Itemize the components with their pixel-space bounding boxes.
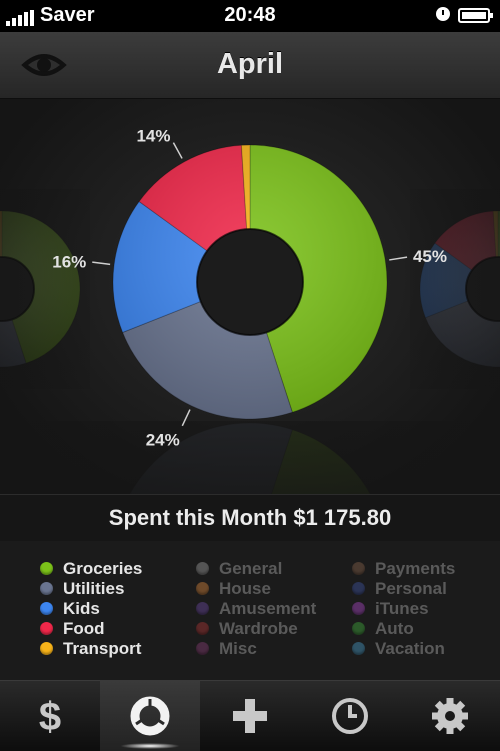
main-donut[interactable] (112, 144, 388, 420)
wardrobe-color-dot (196, 622, 209, 635)
page-title: April (216, 48, 284, 80)
clock-icon (332, 698, 368, 734)
percent-label: 45% (413, 247, 447, 266)
legend-label: Personal (375, 579, 447, 598)
chart-area[interactable]: 45% 24% 16% 14% (0, 99, 500, 494)
kids-color-dot (40, 602, 53, 615)
signal-strength-icon (6, 8, 36, 26)
eye-icon[interactable] (18, 50, 70, 80)
spent-this-month-text: Spent this Month $1 175.80 (108, 505, 392, 530)
legend-label: Transport (63, 639, 142, 658)
battery-icon (458, 8, 493, 23)
legend-label: Food (63, 619, 105, 638)
legend-label: General (219, 559, 283, 578)
tab-add[interactable] (200, 681, 300, 751)
vacation-color-dot (352, 642, 365, 655)
legend-label: Amusement (219, 599, 317, 618)
tab-history[interactable] (300, 681, 400, 751)
label-leader-line (92, 261, 111, 266)
legend-label: Kids (63, 599, 100, 618)
legend-label: Groceries (63, 559, 143, 578)
prev-chart-fade (0, 189, 90, 389)
navigation-bar: April (0, 32, 500, 99)
active-tab-glow (120, 743, 180, 749)
main-hole (196, 228, 304, 336)
utilities-color-dot (40, 582, 53, 595)
legend-label: iTunes (375, 599, 429, 618)
percent-label: 16% (52, 252, 86, 271)
chart-reflection (0, 421, 500, 494)
itunes-color-dot (352, 602, 365, 615)
svg-text:$: $ (39, 695, 61, 737)
tab-settings[interactable] (400, 681, 500, 751)
previous-month-chart[interactable] (0, 189, 90, 389)
auto-color-dot (352, 622, 365, 635)
label-leader-line (172, 142, 183, 159)
percent-label: 14% (136, 126, 170, 145)
groceries-color-dot (40, 562, 53, 575)
label-leader-line (181, 409, 191, 427)
legend-label: House (219, 579, 271, 598)
next-chart-fade (410, 189, 500, 389)
donut-chart-icon (130, 696, 170, 736)
reflection-fade (0, 421, 500, 494)
legend-label: Vacation (375, 639, 445, 658)
alarm-clock-icon (436, 7, 450, 21)
tab-expenses[interactable]: $ (0, 681, 100, 751)
spent-summary: Spent this Month $1 175.80 (0, 494, 500, 542)
carrier-name: Saver (40, 4, 95, 26)
donut-chart[interactable]: 45% 24% 16% 14% (0, 99, 500, 494)
plus-icon (233, 699, 267, 733)
house-color-dot (196, 582, 209, 595)
legend-label: Payments (375, 559, 456, 578)
dollar-icon: $ (39, 695, 61, 737)
next-month-chart[interactable] (410, 189, 500, 389)
tab-chart[interactable] (100, 681, 200, 751)
label-leader-line (389, 256, 408, 261)
misc-color-dot (196, 642, 209, 655)
legend-label: Auto (375, 619, 414, 638)
legend-label: Utilities (63, 579, 125, 598)
personal-color-dot (352, 582, 365, 595)
status-time: 20:48 (224, 4, 276, 26)
general-color-dot (196, 562, 209, 575)
status-bar: Saver 20:48 (0, 0, 500, 32)
category-legend: Groceries Utilities Kids Food Transport … (0, 541, 500, 679)
payments-color-dot (352, 562, 365, 575)
legend-label: Wardrobe (219, 619, 298, 638)
legend-label: Misc (219, 639, 257, 658)
tab-bar: $ (0, 680, 500, 751)
amusement-color-dot (196, 602, 209, 615)
food-color-dot (40, 622, 53, 635)
gear-icon (432, 698, 468, 734)
percent-label: 24% (146, 430, 180, 449)
transport-color-dot (40, 642, 53, 655)
